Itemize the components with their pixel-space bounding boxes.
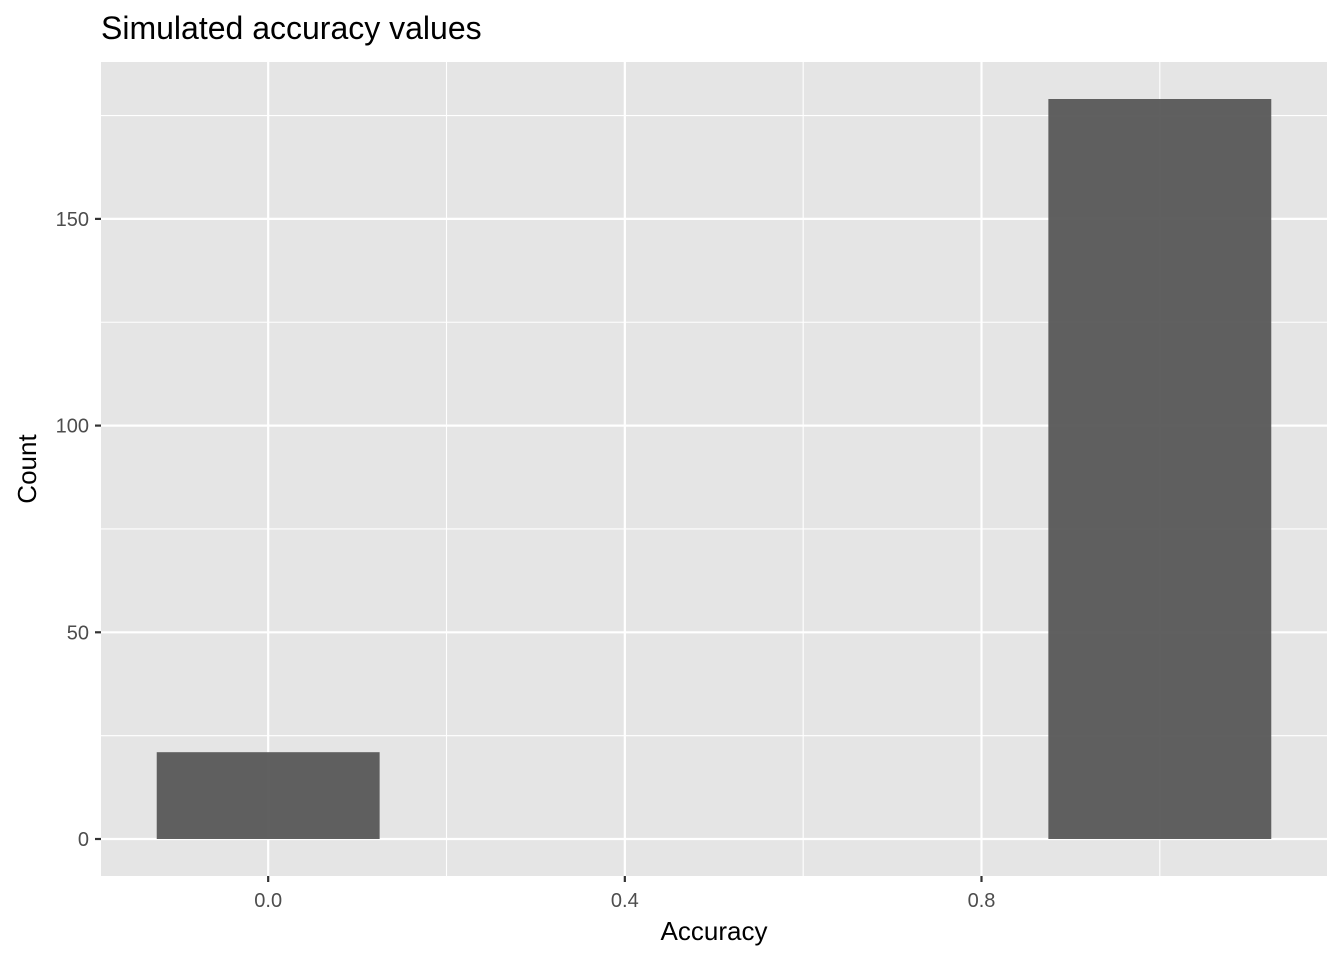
bars	[156, 99, 1272, 839]
histogram-bar	[1048, 99, 1272, 839]
x-tick-label: 0.8	[968, 890, 996, 912]
y-axis: 0 50 100 150	[56, 209, 101, 851]
y-axis-title: Count	[12, 434, 42, 504]
y-tick-label: 150	[56, 209, 89, 231]
x-tick-label: 0.4	[611, 890, 639, 912]
x-axis: 0.0 0.4 0.8	[254, 876, 995, 912]
chart-title: Simulated accuracy values	[101, 10, 482, 46]
y-tick-label: 100	[56, 416, 89, 438]
y-tick-label: 50	[67, 622, 89, 644]
y-tick-label: 0	[78, 829, 89, 851]
x-tick-label: 0.0	[254, 890, 282, 912]
x-axis-title: Accuracy	[661, 916, 768, 946]
histogram-bar	[156, 752, 380, 839]
